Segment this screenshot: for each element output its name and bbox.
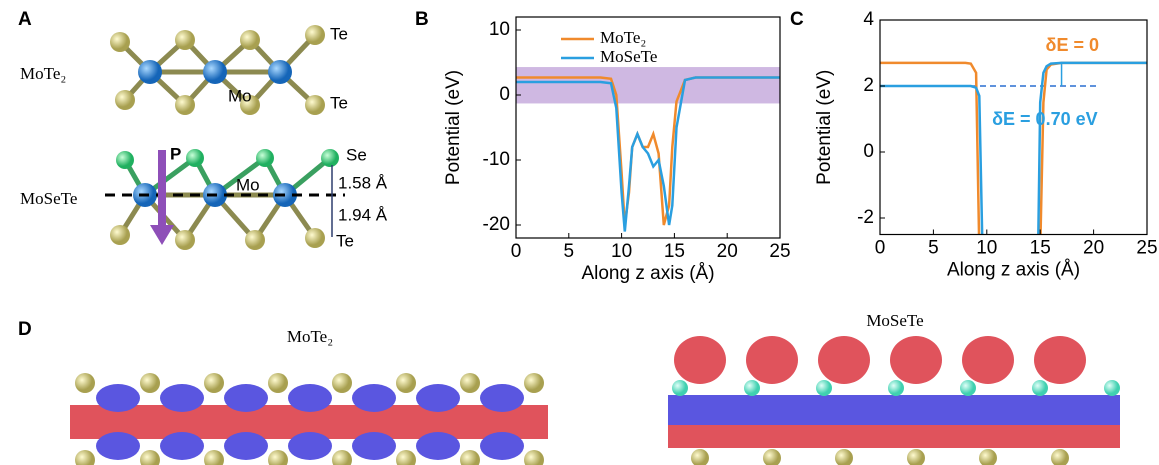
atom-label: Se [346, 145, 367, 164]
x-tick-label: 20 [717, 241, 738, 262]
panel-letter: B [415, 9, 429, 30]
mote2-density [70, 373, 548, 465]
structure-label: MoTe₂ [20, 64, 66, 83]
atom-label: Mo [236, 175, 260, 194]
x-tick-label: 0 [875, 238, 886, 259]
atom-label: Mo [228, 86, 252, 105]
annotation: δE = 0 [1046, 35, 1099, 55]
x-tick-label: 5 [928, 238, 939, 259]
panel-letter: D [18, 319, 32, 340]
x-tick-label: 20 [1083, 238, 1104, 259]
structure-label: MoTe₂ [287, 327, 333, 346]
structure-label: MoSeTe [866, 311, 923, 330]
atom-label: Te [330, 93, 348, 112]
distance-label: 1.94 Å [338, 205, 388, 224]
x-tick-label: 15 [664, 241, 685, 262]
panel-letter: A [18, 9, 32, 30]
annotation: δE = 0.70 eV [992, 109, 1098, 129]
distance-label: 1.58 Å [338, 173, 388, 192]
mosete-structure [110, 149, 339, 250]
plot-area [880, 63, 1147, 251]
x-tick-label: 0 [511, 241, 522, 262]
mote2-structure [110, 25, 325, 115]
atom-label: Te [330, 24, 348, 43]
figure: A MoTe₂ MoSeTe Te Mo Te P Se Mo 1.58 Å 1… [0, 0, 1159, 465]
atom-label: P [170, 144, 181, 163]
legend-label: MoSeTe [600, 47, 657, 66]
x-tick-label: 5 [564, 241, 575, 262]
x-axis-label: Along z axis (Å) [581, 263, 714, 284]
y-tick-label: -2 [857, 207, 874, 228]
y-axis-label: Potential (eV) [443, 70, 464, 185]
atom-label: Te [336, 231, 354, 250]
y-tick-label: 10 [489, 19, 510, 40]
y-tick-label: -20 [483, 214, 510, 235]
band [516, 67, 780, 103]
plot-area [516, 67, 780, 231]
y-tick-label: -10 [483, 149, 510, 170]
structure-label: MoSeTe [20, 189, 77, 208]
x-axis-label: Along z axis (Å) [947, 260, 1080, 281]
y-tick-label: 2 [863, 75, 874, 96]
x-tick-label: 25 [1136, 238, 1157, 259]
x-tick-label: 25 [769, 241, 790, 262]
x-tick-label: 15 [1030, 238, 1051, 259]
y-tick-label: 4 [863, 9, 874, 30]
y-tick-label: 0 [499, 84, 510, 105]
panel-letter: C [790, 9, 804, 30]
series-line [880, 63, 1147, 251]
series-line [880, 63, 1147, 251]
x-tick-label: 10 [976, 238, 997, 259]
y-axis-label: Potential (eV) [814, 70, 835, 185]
legend-label: MoTe₂ [600, 28, 646, 47]
x-tick-label: 10 [611, 241, 632, 262]
y-tick-label: 0 [863, 141, 874, 162]
mosete-density [668, 336, 1120, 465]
